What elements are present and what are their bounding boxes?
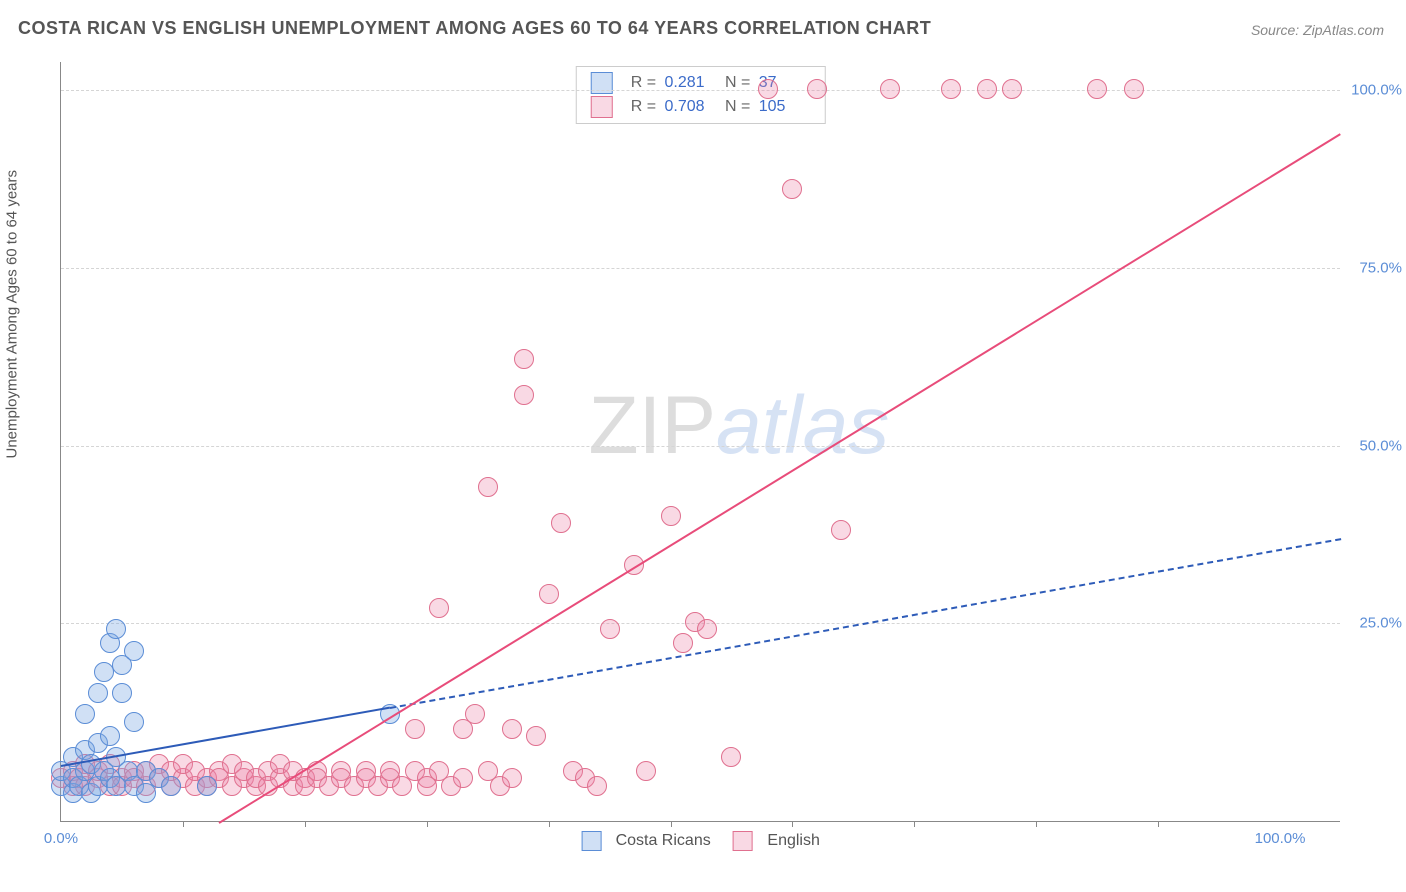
scatter-point <box>478 477 498 497</box>
watermark-part1: ZIP <box>588 380 716 471</box>
chart-container: COSTA RICAN VS ENGLISH UNEMPLOYMENT AMON… <box>0 0 1406 892</box>
scatter-point <box>600 619 620 639</box>
scatter-point <box>758 79 778 99</box>
scatter-point <box>100 726 120 746</box>
trend-line <box>219 133 1342 824</box>
legend-stats-row-1: R = 0.708 N = 105 <box>590 95 811 119</box>
source-attribution: Source: ZipAtlas.com <box>1251 22 1384 38</box>
scatter-point <box>124 712 144 732</box>
scatter-point <box>124 641 144 661</box>
scatter-point <box>697 619 717 639</box>
scatter-point <box>514 349 534 369</box>
scatter-point <box>94 662 114 682</box>
swatch-bottom-costa-ricans <box>581 831 601 851</box>
scatter-point <box>636 761 656 781</box>
scatter-point <box>941 79 961 99</box>
gridline <box>61 446 1340 447</box>
y-axis-label: Unemployment Among Ages 60 to 64 years <box>4 170 21 459</box>
watermark: ZIPatlas <box>588 379 889 473</box>
scatter-point <box>502 719 522 739</box>
x-minor-tick <box>549 821 550 827</box>
legend-statistics: R = 0.281 N = 37 R = 0.708 N = 105 <box>575 66 826 124</box>
scatter-point <box>977 79 997 99</box>
scatter-point <box>721 747 741 767</box>
n-label: N = <box>725 74 750 91</box>
scatter-point <box>161 776 181 796</box>
scatter-point <box>88 683 108 703</box>
legend-label-0: Costa Ricans <box>616 832 711 849</box>
x-tick-label: 0.0% <box>44 830 78 847</box>
scatter-point <box>1124 79 1144 99</box>
x-minor-tick <box>1036 821 1037 827</box>
scatter-point <box>502 768 522 788</box>
scatter-point <box>106 619 126 639</box>
x-minor-tick <box>1158 821 1159 827</box>
x-minor-tick <box>427 821 428 827</box>
y-tick-label: 25.0% <box>1359 615 1402 632</box>
swatch-bottom-english <box>733 831 753 851</box>
chart-title: COSTA RICAN VS ENGLISH UNEMPLOYMENT AMON… <box>18 18 931 39</box>
legend-bottom: Costa Ricans English <box>581 831 820 851</box>
y-tick-label: 75.0% <box>1359 259 1402 276</box>
scatter-point <box>539 584 559 604</box>
scatter-point <box>526 726 546 746</box>
scatter-point <box>831 520 851 540</box>
scatter-point <box>1002 79 1022 99</box>
scatter-point <box>1087 79 1107 99</box>
legend-label-1: English <box>767 832 819 849</box>
n-label: N = <box>725 98 750 115</box>
gridline <box>61 268 1340 269</box>
scatter-point <box>453 768 473 788</box>
scatter-point <box>782 179 802 199</box>
scatter-point <box>465 704 485 724</box>
r-value-1: 0.708 <box>665 95 717 119</box>
x-minor-tick <box>792 821 793 827</box>
x-minor-tick <box>914 821 915 827</box>
scatter-point <box>807 79 827 99</box>
r-label: R = <box>631 98 656 115</box>
gridline <box>61 90 1340 91</box>
y-tick-label: 100.0% <box>1351 82 1402 99</box>
scatter-point <box>429 598 449 618</box>
r-label: R = <box>631 74 656 91</box>
scatter-point <box>661 506 681 526</box>
x-tick-label: 100.0% <box>1255 830 1306 847</box>
scatter-point <box>673 633 693 653</box>
plot-area: ZIPatlas R = 0.281 N = 37 R = 0.708 N = … <box>60 62 1340 822</box>
scatter-point <box>880 79 900 99</box>
scatter-point <box>551 513 571 533</box>
scatter-point <box>112 683 132 703</box>
scatter-point <box>405 719 425 739</box>
swatch-english <box>590 96 612 118</box>
y-tick-label: 50.0% <box>1359 437 1402 454</box>
scatter-point <box>587 776 607 796</box>
x-minor-tick <box>183 821 184 827</box>
scatter-point <box>514 385 534 405</box>
scatter-point <box>75 704 95 724</box>
scatter-point <box>197 776 217 796</box>
x-minor-tick <box>671 821 672 827</box>
x-minor-tick <box>305 821 306 827</box>
